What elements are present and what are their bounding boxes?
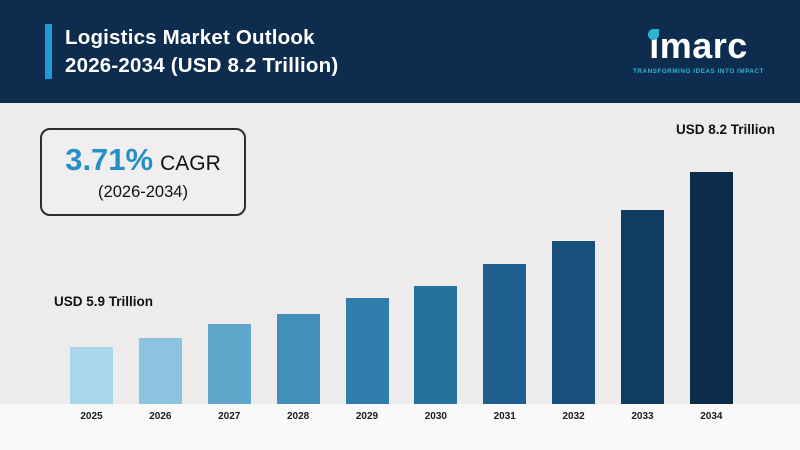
bar-column-2033: 2033 bbox=[621, 210, 664, 423]
bar-2026 bbox=[138, 338, 182, 404]
cagr-value: 3.71% bbox=[65, 142, 154, 177]
logo-wordmark: imarc bbox=[648, 25, 748, 66]
bar-2027 bbox=[207, 324, 251, 404]
x-axis-label-2027: 2027 bbox=[218, 411, 241, 422]
bar-2034 bbox=[689, 172, 733, 404]
bar-2025 bbox=[70, 347, 113, 404]
bar-column-2027: 2027 bbox=[207, 324, 251, 423]
title-accent-bar bbox=[45, 24, 52, 79]
bar-column-2026: 2026 bbox=[138, 338, 182, 423]
x-axis-label-2034: 2034 bbox=[700, 411, 723, 422]
cagr-label: CAGR bbox=[160, 152, 221, 175]
logo-tagline: TRANSFORMING IDEAS INTO IMPACT bbox=[632, 68, 764, 75]
bar-column-2028: 2028 bbox=[276, 314, 320, 423]
bar-2029 bbox=[345, 298, 389, 404]
bar-column-2029: 2029 bbox=[345, 298, 389, 423]
cagr-period: (2026-2034) bbox=[98, 183, 188, 201]
bar-chart: 2025 2026 2027 2028 2029 2030 2031 2032 2033 2034 bbox=[70, 172, 733, 423]
cagr-line: 3.71% CAGR bbox=[65, 142, 221, 178]
bar-column-2025: 2025 bbox=[70, 347, 113, 423]
x-axis-label-2033: 2033 bbox=[631, 411, 654, 422]
x-axis-label-2030: 2030 bbox=[424, 411, 447, 422]
x-axis-label-2032: 2032 bbox=[562, 411, 585, 422]
bar-column-2031: 2031 bbox=[483, 264, 527, 423]
x-axis-label-2026: 2026 bbox=[149, 411, 172, 422]
x-axis-label-2029: 2029 bbox=[355, 411, 379, 422]
bar-column-2034: 2034 bbox=[689, 172, 733, 423]
page-title: Logistics Market Outlook 2026-2034 (USD … bbox=[65, 24, 338, 79]
page-title-line1: Logistics Market Outlook bbox=[65, 26, 315, 50]
bar-2033 bbox=[621, 210, 664, 404]
last-bar-value-label: USD 8.2 Trillion bbox=[675, 122, 775, 137]
first-bar-value-label: USD 5.9 Trillion bbox=[54, 294, 154, 309]
x-axis-label-2028: 2028 bbox=[287, 411, 310, 422]
bar-column-2030: 2030 bbox=[414, 286, 458, 423]
bar-2028 bbox=[276, 314, 320, 404]
header: Logistics Market Outlook 2026-2034 (USD … bbox=[0, 0, 800, 103]
bar-column-2032: 2032 bbox=[552, 241, 596, 423]
chart-baseline-strip bbox=[0, 404, 800, 450]
bar-2032 bbox=[552, 241, 596, 404]
page-title-line2: 2026-2034 (USD 8.2 Trillion) bbox=[65, 53, 339, 77]
cagr-box: 3.71% CAGR (2026-2034) bbox=[40, 128, 246, 216]
title-block: Logistics Market Outlook 2026-2034 (USD … bbox=[45, 24, 338, 79]
x-axis-label-2025: 2025 bbox=[80, 411, 103, 422]
logo-wordmark-text: imarc bbox=[649, 25, 748, 66]
imarc-logo: imarc TRANSFORMING IDEAS INTO IMPACT bbox=[632, 25, 770, 76]
bar-2031 bbox=[483, 264, 527, 404]
x-axis-label-2031: 2031 bbox=[493, 411, 516, 422]
bar-2030 bbox=[414, 286, 458, 404]
